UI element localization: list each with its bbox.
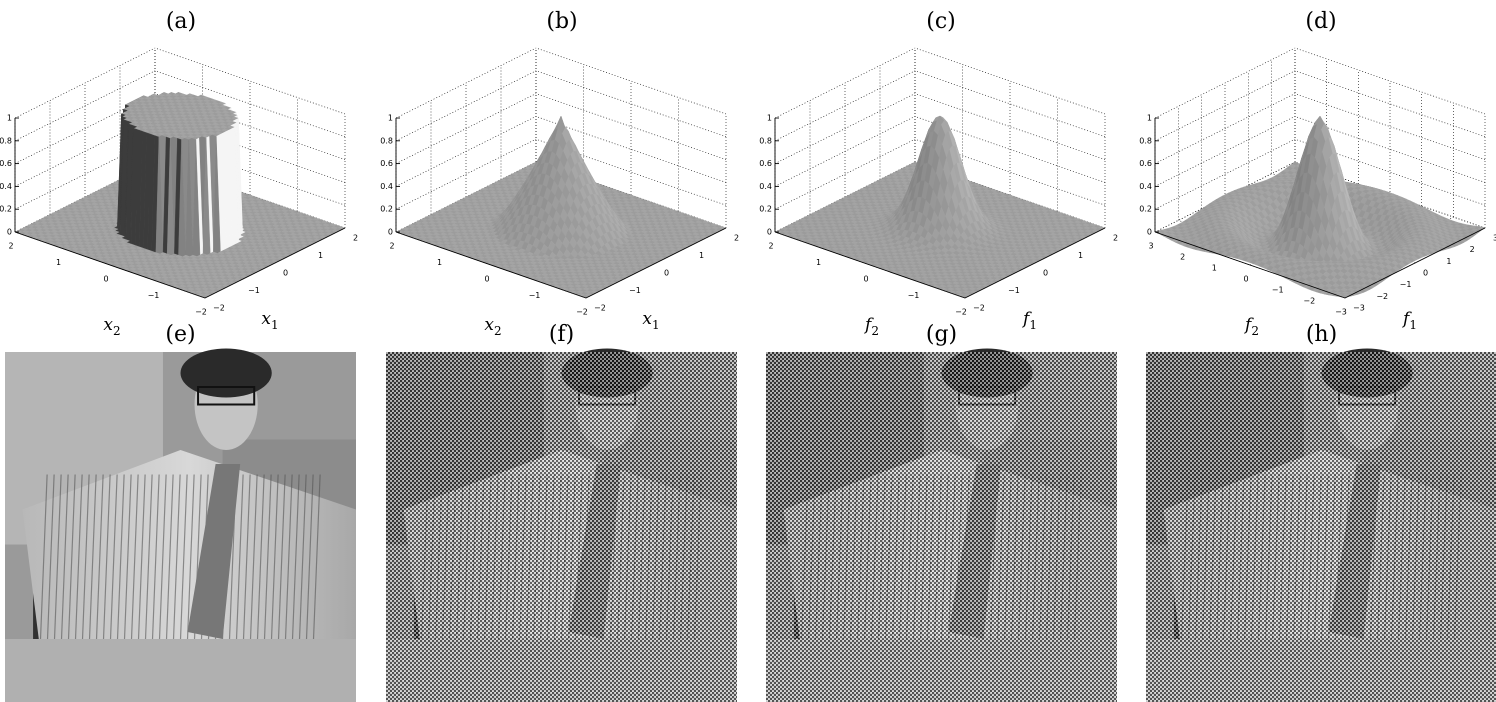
x1-tick-label: 2 — [353, 234, 358, 243]
x2-tick-label: 0 — [484, 275, 489, 284]
z-tick-label: 1 — [7, 114, 12, 123]
z-tick-label: 0.4 — [0, 182, 12, 191]
z-tick-label: 1 — [388, 114, 393, 123]
z-tick-label: 0 — [7, 228, 12, 237]
axis-symbol: x — [103, 315, 113, 335]
x2-tick-label: 2 — [389, 242, 394, 251]
z-tick-label: 0.6 — [380, 159, 393, 168]
axis-subscript: 2 — [113, 324, 121, 338]
grid-line — [775, 94, 915, 164]
x2-tick-label: −2 — [195, 308, 207, 317]
x1-tick-label: 1 — [699, 251, 704, 260]
z-tick-label: 0.4 — [380, 182, 393, 191]
panel-label: (b) — [546, 9, 577, 34]
x1-tick-label: −1 — [248, 286, 260, 295]
x1-tick-label: −2 — [594, 304, 606, 313]
axis-subscript: 2 — [494, 324, 502, 338]
x1-tick-label: −1 — [629, 286, 641, 295]
figure: (a)00.20.40.60.81210−1−2−2−1012x2x1(b)00… — [0, 0, 1496, 702]
x2-tick-label: −1 — [529, 291, 541, 300]
z-tick-label: 0.2 — [0, 205, 12, 214]
z-tick-label: 0 — [388, 228, 393, 237]
panel-label: (c) — [926, 9, 956, 34]
x2-axis-label: x2 — [484, 315, 501, 338]
grid-line — [396, 94, 536, 164]
axis-subscript: 1 — [652, 318, 660, 332]
surface-plot: (b)00.20.40.60.81210−1−2−2−1012x2x1 — [380, 9, 739, 338]
x1-tick-label: 2 — [734, 234, 739, 243]
axis-symbol: x — [484, 315, 494, 335]
x2-tick-label: −1 — [148, 291, 160, 300]
x1-tick-label: −2 — [213, 304, 225, 313]
z-tick-label: 0.6 — [0, 159, 12, 168]
x2-tick-label: 1 — [56, 258, 61, 267]
x1-axis-label: x1 — [261, 309, 278, 332]
axis-symbol: x — [261, 309, 271, 329]
x2-tick-label: 1 — [437, 258, 442, 267]
panel-label: (a) — [166, 9, 196, 34]
surface-plot: (c)00.20.40.60.81210−1−2−2−1012f2f1 — [759, 9, 1118, 338]
surface-plot: (a)00.20.40.60.81210−1−2−2−1012x2x1 — [0, 9, 358, 338]
x2-axis-label: x2 — [103, 315, 120, 338]
x2-tick-label: 2 — [8, 242, 13, 251]
x2-tick-label: 0 — [103, 275, 108, 284]
x2-tick-label: −2 — [576, 308, 588, 317]
axis-symbol: x — [642, 309, 652, 329]
x1-axis-label: x1 — [642, 309, 659, 332]
x1-tick-label: 1 — [318, 251, 323, 260]
z-tick-label: 0.2 — [380, 205, 393, 214]
x1-tick-label: 0 — [283, 269, 288, 278]
x1-tick-label: 0 — [664, 269, 669, 278]
z-tick-label: 0.8 — [0, 136, 12, 145]
z-tick-label: 0.8 — [380, 136, 393, 145]
axis-subscript: 1 — [271, 318, 279, 332]
